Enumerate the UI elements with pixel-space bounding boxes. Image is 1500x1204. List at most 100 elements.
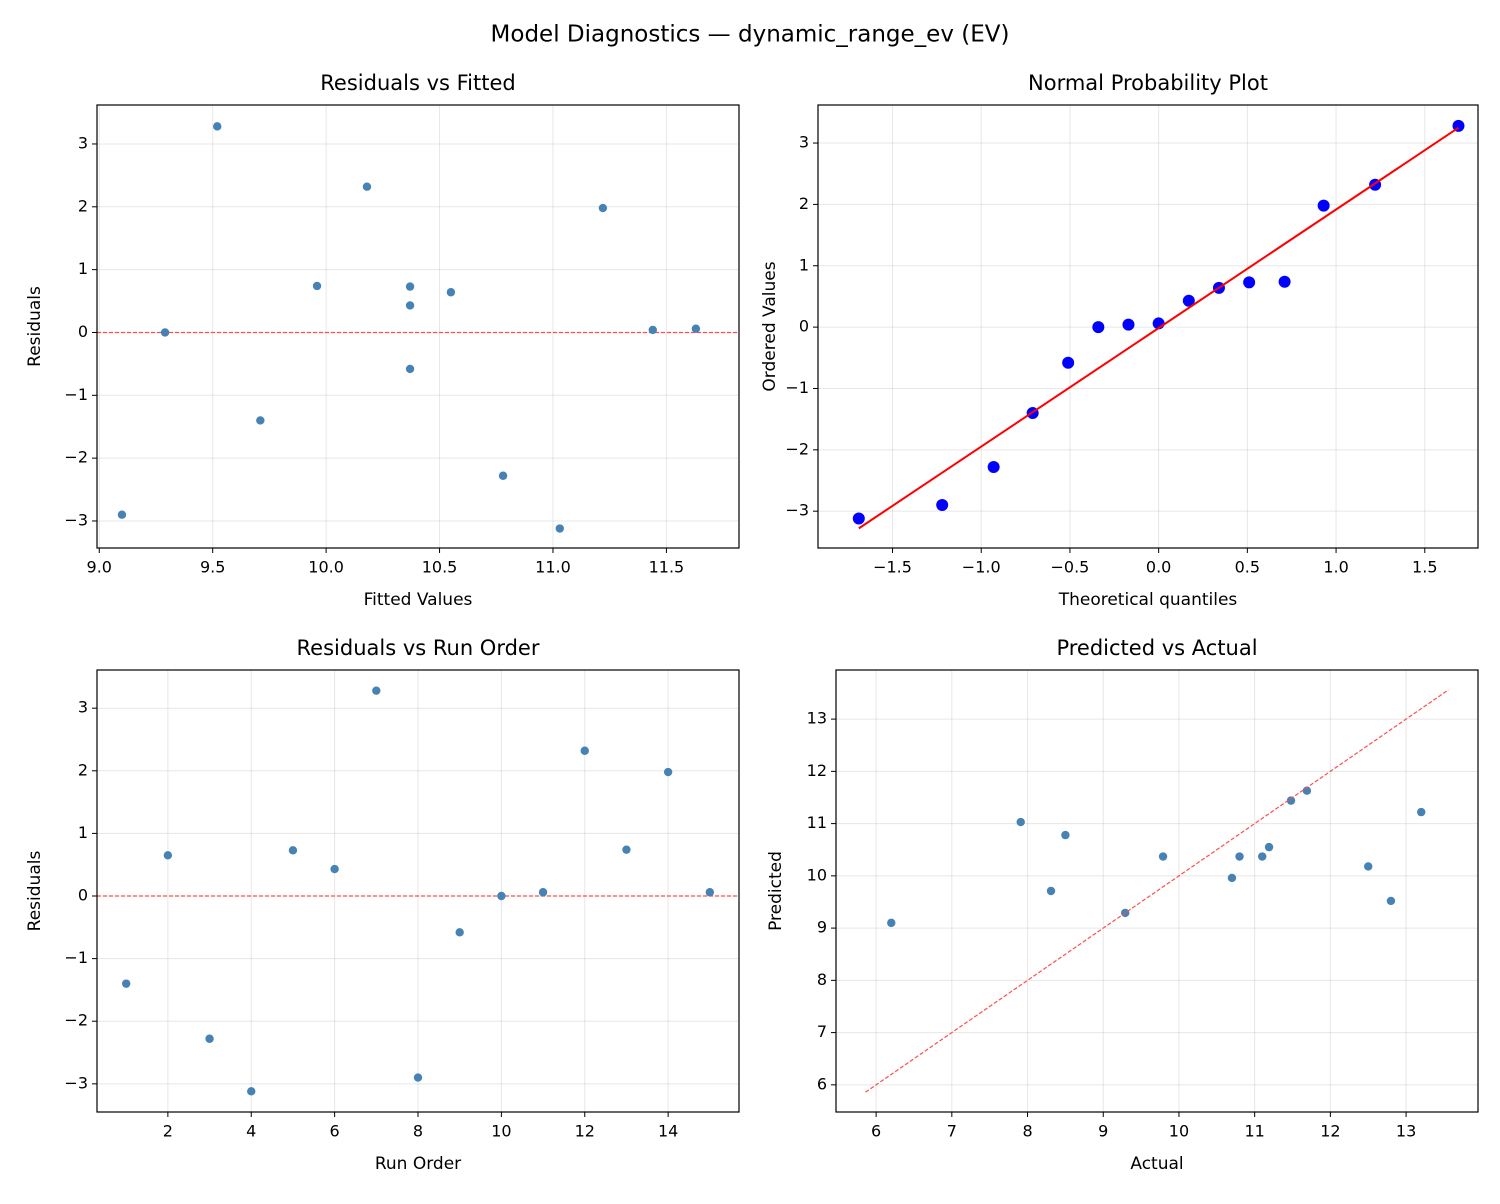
data-point [312,281,322,291]
x-tick-label: 4 [246,1122,256,1141]
data-point [330,864,339,874]
y-tick-label: 9 [817,918,827,937]
y-tick-label: −2 [785,439,809,458]
y-tick-label: 1 [78,259,88,278]
data-point [247,1087,256,1096]
y-tick-label: 12 [807,761,827,780]
y-tick-label: −1 [64,385,88,404]
data-point [555,524,564,533]
x-tick-label: 10 [491,1122,511,1141]
x-tick-label: 8 [1022,1122,1032,1141]
x-tick-label: −1.0 [962,558,1001,577]
data-point [1182,294,1195,307]
data-point [455,928,464,937]
plot-frame [96,104,740,549]
data-point [1016,817,1025,827]
data-point [372,686,381,695]
data-point [405,282,415,291]
data-point [256,416,265,425]
data-point [1235,852,1244,861]
subplot-title: Normal Probability Plot [1028,71,1268,95]
y-tick-label: −1 [64,948,88,967]
data-point [887,918,896,928]
y-axis-label: Residuals [25,286,45,367]
data-point [1243,276,1256,289]
plot-frame [96,669,740,1113]
data-point [205,1034,214,1043]
data-point [936,499,949,512]
data-point [121,979,131,988]
x-tick-label: 0.5 [1235,558,1260,577]
y-tick-label: 3 [78,698,88,717]
fit-line [858,126,1460,530]
y-tick-label: −2 [64,1011,88,1030]
y-tick-label: 7 [817,1022,827,1041]
data-point [1061,830,1070,840]
y-tick-label: 2 [799,194,809,213]
y-tick-label: 11 [807,813,827,832]
data-point [1417,807,1426,817]
x-tick-label: 2 [163,1122,173,1141]
data-point [1278,275,1291,288]
x-tick-label: 11 [1244,1122,1264,1141]
subplot-title: Residuals vs Fitted [320,71,515,95]
data-point [1046,886,1056,896]
x-axis-label: Theoretical quantiles [1058,590,1238,610]
y-tick-label: 6 [817,1074,827,1093]
x-tick-label: −0.5 [1051,558,1090,577]
y-tick-label: 8 [817,970,827,989]
data-point [622,845,631,854]
y-tick-label: −3 [785,501,809,520]
x-tick-label: 11.0 [535,558,571,577]
x-tick-label: 11.5 [649,558,685,577]
data-point [160,328,170,337]
y-axis-label: Predicted [766,851,786,931]
x-tick-label: −1.5 [873,558,912,577]
plot-frame [817,104,1479,549]
subplot-title: Predicted vs Actual [1056,636,1257,660]
x-tick-label: 1.5 [1412,558,1437,577]
y-tick-label: 1 [799,255,809,274]
data-point [288,846,298,855]
y-tick-label: 2 [78,760,88,779]
data-point [405,364,415,374]
data-point [691,324,701,333]
x-tick-label: 6 [871,1122,881,1141]
y-tick-label: −2 [64,448,88,467]
y-axis-label: Ordered Values [760,261,780,391]
data-point [1302,786,1312,795]
data-point [1364,862,1373,871]
data-point [1092,321,1105,334]
data-point [852,512,865,525]
data-point [1286,796,1296,805]
data-point [497,891,506,901]
x-tick-label: 9 [1098,1122,1108,1141]
x-axis-label: Run Order [375,1154,461,1174]
figure-title: Model Diagnostics — dynamic_range_ev (EV… [491,22,1010,48]
x-axis-label: Actual [1130,1154,1183,1174]
x-tick-label: 9.0 [87,558,112,577]
data-point [580,746,589,755]
x-tick-label: 12 [1320,1122,1340,1141]
y-tick-label: 0 [799,317,809,336]
data-point [1227,873,1237,883]
y-tick-label: −3 [64,510,88,529]
y-tick-label: 0 [78,886,88,905]
x-tick-label: 10.5 [422,558,458,577]
y-tick-label: 3 [799,133,809,152]
y-tick-label: −1 [785,378,809,397]
y-tick-label: −3 [64,1073,88,1092]
y-tick-label: 1 [78,823,88,842]
y-axis-label: Residuals [25,851,45,932]
plot-frame [835,669,1479,1113]
x-tick-label: 13 [1396,1122,1416,1141]
data-point [538,888,548,897]
x-tick-label: 14 [658,1122,678,1141]
data-point [446,288,456,297]
data-point [498,471,508,480]
x-tick-label: 10 [1169,1122,1189,1141]
data-point [413,1073,423,1082]
y-tick-label: 2 [78,196,88,215]
